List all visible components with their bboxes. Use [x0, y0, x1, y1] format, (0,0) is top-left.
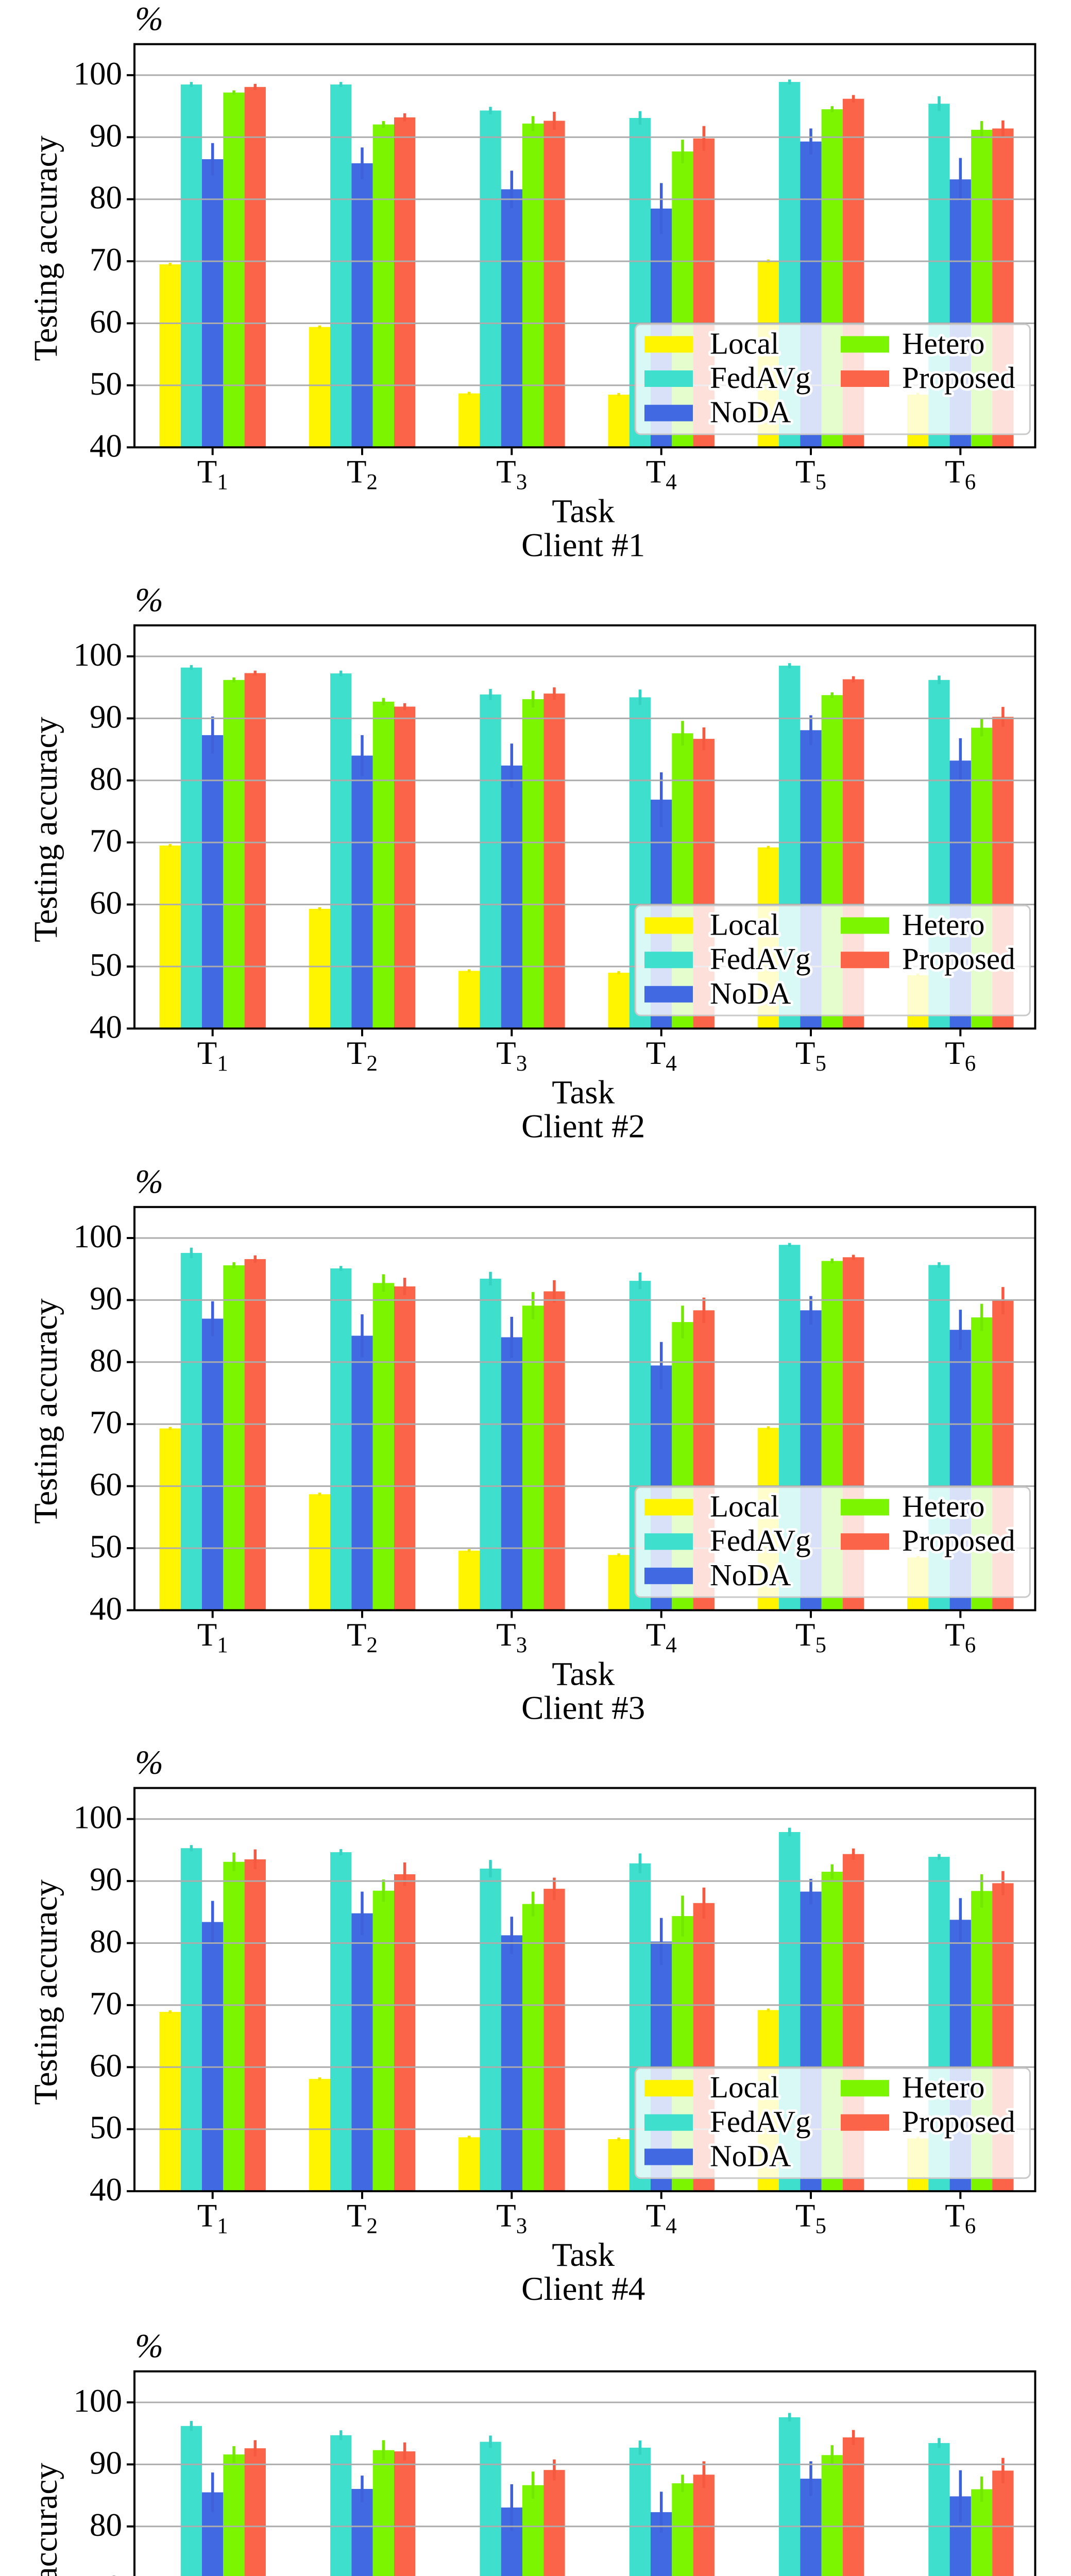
svg-text:Testing accuracy: Testing accuracy [27, 2463, 64, 2576]
svg-text:Hetero: Hetero [902, 908, 985, 942]
svg-text:Proposed: Proposed [902, 2105, 1015, 2139]
svg-text:Testing accuracy: Testing accuracy [27, 135, 64, 361]
svg-text:40: 40 [90, 2172, 122, 2208]
svg-text:T1: T1 [197, 1617, 228, 1657]
svg-text:T3: T3 [496, 454, 527, 495]
svg-text:40: 40 [90, 1009, 122, 1045]
svg-text:T5: T5 [795, 1035, 826, 1076]
svg-text:80: 80 [90, 1924, 122, 1960]
svg-text:Testing accuracy: Testing accuracy [27, 1879, 64, 2105]
svg-text:T5: T5 [795, 2198, 826, 2239]
svg-text:60: 60 [90, 885, 122, 921]
svg-text:T4: T4 [646, 454, 677, 495]
svg-text:Local: Local [710, 1489, 779, 1523]
svg-text:Task: Task [552, 1655, 615, 1692]
svg-text:70: 70 [90, 823, 122, 859]
svg-text:T5: T5 [795, 454, 826, 495]
svg-text:Task: Task [552, 1074, 615, 1111]
svg-text:T4: T4 [646, 1035, 677, 1076]
svg-text:Task: Task [552, 2236, 615, 2274]
svg-text:40: 40 [90, 1590, 122, 1626]
svg-text:70: 70 [90, 1404, 122, 1440]
svg-text:70: 70 [90, 2569, 122, 2576]
svg-text:NoDA: NoDA [710, 976, 791, 1010]
svg-text:T6: T6 [945, 454, 976, 495]
svg-text:Local: Local [710, 326, 779, 360]
svg-text:100: 100 [74, 1218, 123, 1255]
svg-text:T1: T1 [197, 454, 228, 495]
svg-text:Proposed: Proposed [902, 942, 1015, 976]
svg-text:90: 90 [90, 1861, 122, 1897]
svg-text:%: % [135, 2327, 163, 2365]
svg-text:T6: T6 [945, 2198, 976, 2239]
svg-text:T3: T3 [496, 2198, 527, 2239]
svg-text:T4: T4 [646, 2198, 677, 2239]
svg-text:Testing accuracy: Testing accuracy [27, 717, 64, 942]
svg-text:Client #3: Client #3 [521, 1689, 645, 1726]
svg-text:%: % [135, 581, 163, 619]
svg-text:%: % [135, 0, 163, 38]
svg-text:T4: T4 [646, 1617, 677, 1657]
svg-text:50: 50 [90, 2110, 122, 2146]
svg-text:FedAVg: FedAVg [710, 361, 811, 395]
svg-text:100: 100 [74, 637, 123, 673]
svg-text:Proposed: Proposed [902, 361, 1015, 395]
svg-text:60: 60 [90, 304, 122, 340]
svg-text:Client #1: Client #1 [521, 527, 645, 564]
svg-text:Hetero: Hetero [902, 326, 985, 360]
svg-text:100: 100 [74, 56, 123, 92]
svg-text:80: 80 [90, 761, 122, 797]
svg-text:T6: T6 [945, 1035, 976, 1076]
svg-text:90: 90 [90, 2445, 122, 2481]
svg-text:NoDA: NoDA [710, 2139, 791, 2173]
svg-text:T1: T1 [197, 2198, 228, 2239]
svg-text:T1: T1 [197, 1035, 228, 1076]
svg-text:Hetero: Hetero [902, 1489, 985, 1523]
svg-text:70: 70 [90, 242, 122, 278]
svg-text:Task: Task [552, 493, 615, 530]
svg-text:FedAVg: FedAVg [710, 942, 811, 976]
svg-text:80: 80 [90, 180, 122, 216]
svg-text:NoDA: NoDA [710, 1558, 791, 1592]
svg-text:FedAVg: FedAVg [710, 2105, 811, 2139]
svg-text:T3: T3 [496, 1617, 527, 1657]
svg-text:Client #2: Client #2 [521, 1108, 645, 1145]
svg-text:60: 60 [90, 2047, 122, 2083]
svg-text:Client #4: Client #4 [521, 2270, 645, 2308]
svg-text:80: 80 [90, 1343, 122, 1379]
svg-text:90: 90 [90, 1280, 122, 1316]
svg-text:T2: T2 [347, 1617, 378, 1657]
svg-text:Proposed: Proposed [902, 1523, 1015, 1557]
svg-text:%: % [135, 1163, 163, 1200]
svg-text:50: 50 [90, 1529, 122, 1565]
svg-text:T2: T2 [347, 1035, 378, 1076]
svg-text:50: 50 [90, 366, 122, 402]
svg-text:T5: T5 [795, 1617, 826, 1657]
svg-text:Hetero: Hetero [902, 2070, 985, 2104]
svg-text:T6: T6 [945, 1617, 976, 1657]
svg-text:T3: T3 [496, 1035, 527, 1076]
svg-text:70: 70 [90, 1986, 122, 2022]
svg-text:90: 90 [90, 699, 122, 735]
svg-text:100: 100 [74, 2383, 123, 2419]
svg-text:Local: Local [710, 908, 779, 942]
svg-text:100: 100 [74, 1800, 123, 1836]
svg-text:NoDA: NoDA [710, 395, 791, 429]
svg-text:Local: Local [710, 2070, 779, 2104]
svg-text:%: % [135, 1744, 163, 1782]
svg-text:60: 60 [90, 1467, 122, 1503]
svg-text:Testing accuracy: Testing accuracy [27, 1298, 64, 1524]
svg-text:50: 50 [90, 947, 122, 983]
svg-text:FedAVg: FedAVg [710, 1523, 811, 1557]
svg-text:90: 90 [90, 117, 122, 154]
svg-text:40: 40 [90, 428, 122, 464]
svg-text:T2: T2 [347, 2198, 378, 2239]
svg-text:T2: T2 [347, 454, 378, 495]
svg-text:80: 80 [90, 2507, 122, 2543]
